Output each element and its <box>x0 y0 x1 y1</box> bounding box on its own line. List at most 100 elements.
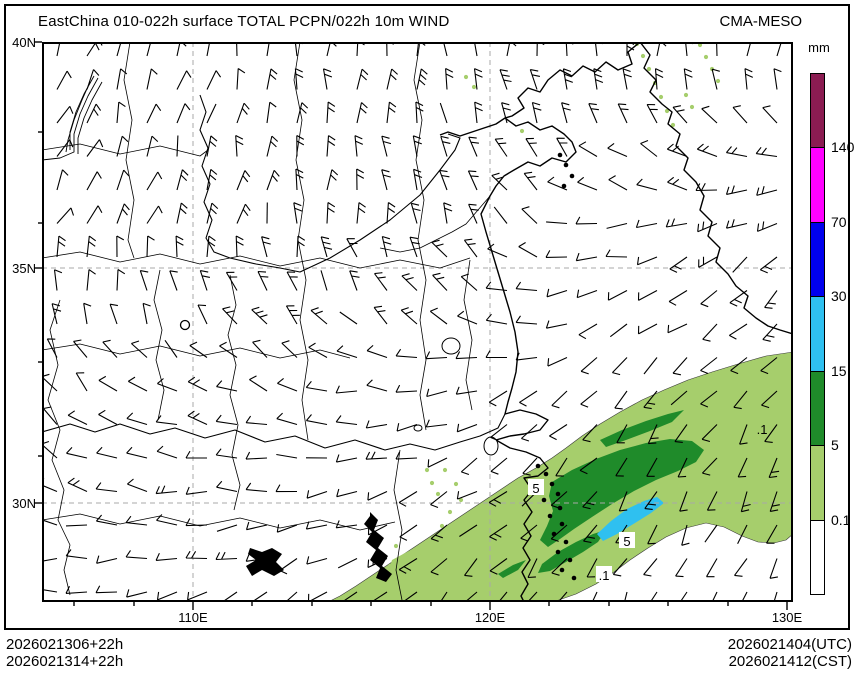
wind-barb <box>42 557 58 562</box>
wind-barb <box>669 256 688 273</box>
wind-barb <box>116 101 126 124</box>
wind-barb <box>557 591 568 602</box>
wind-barb <box>696 143 718 158</box>
wind-barb <box>702 457 718 476</box>
wind-barb <box>776 42 789 57</box>
wind-barb <box>643 357 658 375</box>
wind-barb <box>679 491 688 512</box>
precip-speckle <box>453 481 459 487</box>
wind-barb <box>740 491 751 513</box>
wind-barb <box>127 478 148 493</box>
lake <box>364 512 392 582</box>
wind-barb <box>116 135 129 157</box>
wind-barb <box>187 410 208 425</box>
colorbar-value-70: 70 <box>831 213 847 230</box>
wind-barb <box>245 553 268 562</box>
wind-barb <box>468 203 479 224</box>
wind-barb <box>583 524 598 544</box>
wind-barb <box>716 42 718 57</box>
wind-barb <box>86 139 104 157</box>
wind-barb <box>245 415 268 426</box>
precip-speckle <box>689 104 695 110</box>
precip-speckle <box>424 467 430 473</box>
island <box>557 505 563 511</box>
wind-barb <box>672 357 688 376</box>
lat-label-35N: 35N <box>12 261 36 276</box>
wind-barb <box>547 176 568 191</box>
wind-barb <box>216 480 238 493</box>
wind-barb <box>396 423 418 432</box>
wind-barb <box>410 202 421 224</box>
wind-barb <box>440 135 451 157</box>
wind-barb <box>53 269 63 291</box>
wind-barb <box>139 270 149 291</box>
province-boundary <box>42 251 471 269</box>
wind-barb <box>206 42 211 57</box>
wind-barb <box>356 202 366 224</box>
wind-barb <box>349 270 360 291</box>
wind-barb <box>335 520 358 529</box>
footer-valid-cst: 2026021412(CST) <box>728 653 852 670</box>
lon-label-130E: 130E <box>771 610 803 625</box>
precip-speckle <box>483 560 489 566</box>
wind-barb <box>674 424 688 443</box>
wind-barb <box>215 551 238 561</box>
precip-speckle <box>435 491 441 497</box>
precip-speckle <box>683 92 689 98</box>
wind-barb <box>700 357 718 375</box>
wind-barb <box>467 170 479 191</box>
wind-barb <box>459 524 478 537</box>
wind-barb <box>266 169 280 191</box>
wind-barb <box>206 103 217 124</box>
wind-barb <box>551 558 568 576</box>
wind-barb <box>96 446 118 459</box>
wind-barb <box>373 305 388 325</box>
province-boundary <box>123 42 135 259</box>
wind-barb <box>670 390 688 406</box>
wind-barb <box>197 304 208 325</box>
colorbar-segment-70-140 <box>810 147 825 223</box>
wind-barb <box>126 446 148 459</box>
coastline <box>639 42 793 335</box>
wind-barb <box>550 491 568 509</box>
precip-speckle <box>416 590 422 596</box>
wind-barb <box>356 102 368 124</box>
wind-barb <box>425 351 448 360</box>
wind-barb <box>456 423 478 433</box>
wind-barb <box>615 457 628 477</box>
colorbar-value-30: 30 <box>831 288 847 305</box>
wind-barb <box>146 235 155 258</box>
wind-barb <box>576 289 598 299</box>
wind-barb <box>146 42 152 57</box>
wind-barb <box>515 352 538 361</box>
wind-barb <box>276 453 298 459</box>
wind-barb <box>337 558 358 569</box>
wind-barb <box>519 390 538 407</box>
wind-barb <box>637 323 658 335</box>
contour-label: .1 <box>757 422 768 437</box>
wind-barb <box>425 419 448 428</box>
contour-label: 5 <box>532 481 539 496</box>
wind-barb <box>98 375 118 392</box>
wind-barb <box>695 183 718 192</box>
wind-barb <box>430 491 448 509</box>
wind-barb <box>762 105 778 124</box>
wind-barb <box>245 521 268 531</box>
wind-barb <box>665 218 688 228</box>
wind-barb <box>643 558 658 577</box>
wind-barb <box>95 585 118 594</box>
precip-speckle <box>519 128 525 134</box>
wind-barb <box>86 235 97 258</box>
wind-barb <box>326 101 336 124</box>
wind-barb <box>427 457 448 468</box>
wind-barb <box>176 135 179 157</box>
wind-barb <box>488 390 508 407</box>
precip-speckle <box>498 580 504 586</box>
wind-barb <box>555 457 568 477</box>
wind-barb <box>399 524 418 541</box>
wind-barb <box>95 482 118 493</box>
wind-barb <box>236 42 238 57</box>
wind-barb <box>636 256 658 266</box>
wind-barb <box>125 550 148 560</box>
island <box>563 162 569 168</box>
